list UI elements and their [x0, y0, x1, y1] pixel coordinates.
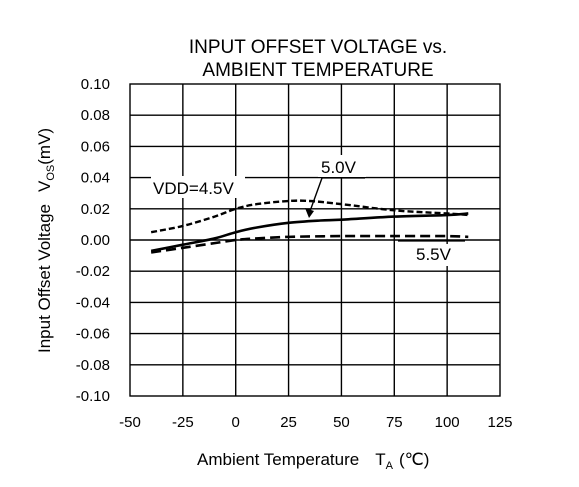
- x-tick-label: 100: [435, 414, 460, 431]
- annotation-bg-4-5v: [151, 176, 245, 198]
- x-axis-ticks: -50 -25 0 25 50 75 100 125: [119, 414, 512, 431]
- chart-title: INPUT OFFSET VOLTAGE vs. AMBIENT TEMPERA…: [189, 37, 447, 81]
- y-tick-label: 0.10: [81, 76, 110, 93]
- annotation-5-0v-arrow: [308, 177, 323, 215]
- x-tick-label: 50: [333, 414, 350, 431]
- series-line-vdd-4-5v: [150, 199, 469, 234]
- series-line-5-0v: [150, 212, 469, 253]
- annotation-5-0v: 5.0V: [321, 158, 357, 177]
- plot-lines: [150, 199, 469, 254]
- x-tick-label: 25: [280, 414, 297, 431]
- y-tick-label: -0.02: [76, 263, 110, 280]
- y-tick-label: -0.06: [76, 326, 110, 343]
- annotation-5-5v: 5.5V: [416, 245, 452, 264]
- y-tick-label: 0.02: [81, 201, 110, 218]
- y-tick-label: -0.08: [76, 357, 110, 374]
- annotations: VDD=4.5V 5.0V 5.5V: [151, 155, 465, 266]
- annotation-bg-5-5v: [413, 244, 461, 266]
- series-line-5-5v: [150, 234, 469, 254]
- x-axis-label: Ambient Temperature TA (℃): [197, 450, 429, 472]
- annotation-bg-5-0v: [318, 155, 366, 177]
- chart-title-line-2: AMBIENT TEMPERATURE: [202, 60, 433, 81]
- annotation-5-0v-arrowhead: [305, 208, 314, 218]
- y-tick-label: 0.06: [81, 138, 110, 155]
- x-tick-label: 125: [487, 414, 512, 431]
- y-axis-ticks: 0.10 0.08 0.06 0.04 0.02 0.00 -0.02 -0.04 -0.06 -…: [76, 76, 110, 405]
- x-tick-label: -25: [172, 414, 194, 431]
- x-axis-label-text: Ambient Temperature TA (℃): [197, 450, 429, 472]
- grid: [129, 83, 501, 397]
- y-tick-label: -0.10: [76, 388, 110, 405]
- y-tick-label: 0.00: [81, 232, 110, 249]
- y-tick-label: 0.04: [81, 170, 110, 187]
- chart-title-line-1: INPUT OFFSET VOLTAGE vs.: [189, 37, 447, 58]
- y-tick-label: 0.08: [81, 107, 110, 124]
- x-tick-label: -50: [119, 414, 141, 431]
- y-tick-label: -0.04: [76, 294, 110, 311]
- x-tick-label: 0: [232, 414, 240, 431]
- y-axis-label: Input Offset VoltageVOS(mV): [35, 128, 57, 353]
- x-tick-label: 75: [386, 414, 403, 431]
- y-axis-label-text: Input Offset VoltageVOS(mV): [35, 128, 57, 353]
- annotation-vdd-4-5v: VDD=4.5V: [153, 179, 234, 198]
